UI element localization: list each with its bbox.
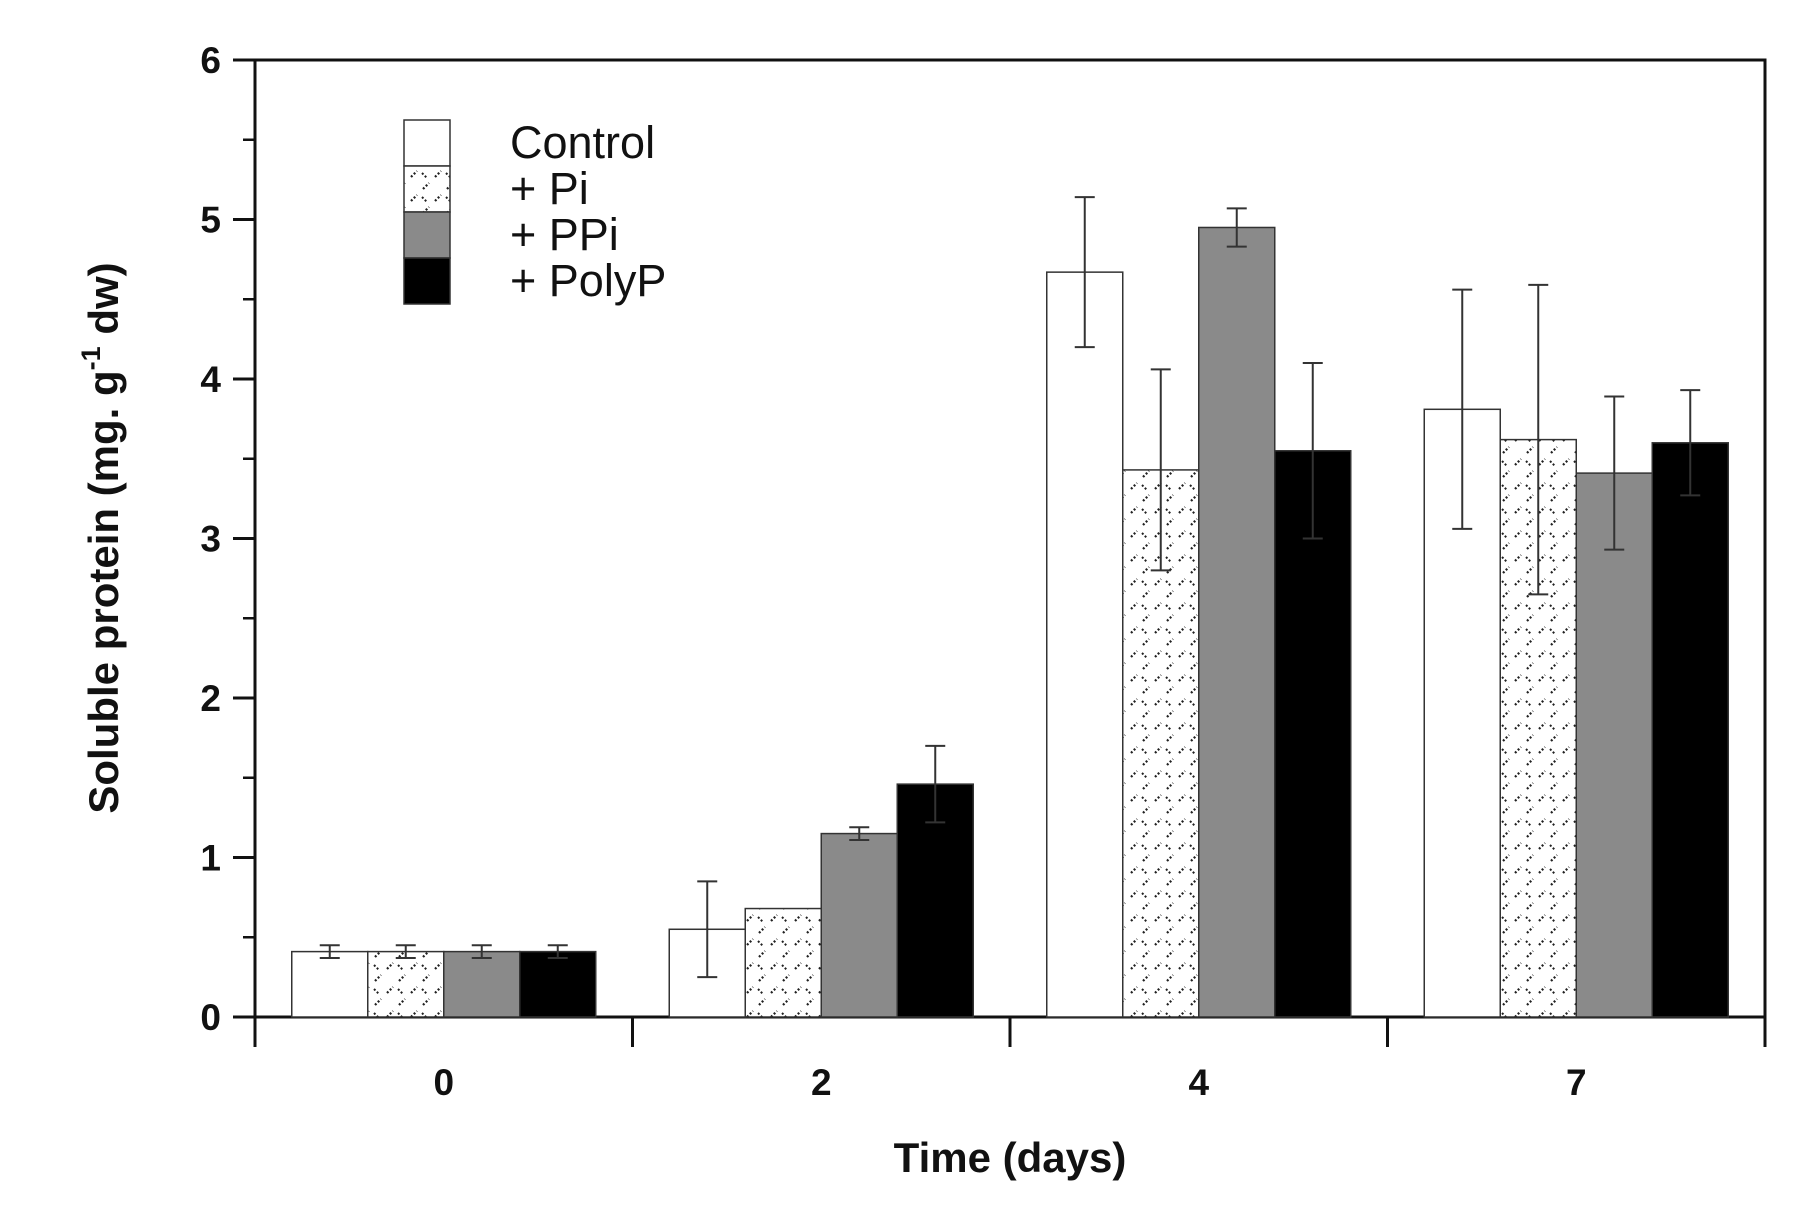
legend-swatch bbox=[403, 165, 451, 213]
bar bbox=[744, 907, 822, 1018]
legend-label: + PolyP bbox=[510, 255, 666, 306]
bar bbox=[1046, 271, 1124, 1018]
bar bbox=[443, 950, 521, 1018]
x-tick-label: 2 bbox=[811, 1062, 832, 1103]
y-tick-label: 6 bbox=[200, 40, 221, 81]
legend-label: + Pi bbox=[510, 163, 589, 214]
error-bars bbox=[319, 196, 1701, 979]
legend-label: + PPi bbox=[510, 209, 619, 260]
bar bbox=[1423, 408, 1501, 1018]
y-tick-label: 2 bbox=[200, 678, 221, 719]
x-tick-label: 7 bbox=[1566, 1062, 1587, 1103]
x-tick-label: 4 bbox=[1188, 1062, 1209, 1103]
x-tick-label: 0 bbox=[433, 1062, 454, 1103]
legend-swatch bbox=[403, 257, 451, 305]
bar bbox=[1575, 472, 1653, 1018]
y-axis-title-end: dw) bbox=[80, 262, 127, 346]
bar bbox=[1274, 450, 1352, 1018]
y-tick-label: 0 bbox=[200, 997, 221, 1038]
legend-swatch bbox=[403, 119, 451, 167]
bars bbox=[291, 226, 1729, 1018]
legend-swatch bbox=[403, 211, 451, 259]
bar bbox=[820, 832, 898, 1018]
bar bbox=[1651, 442, 1729, 1018]
y-axis-title: Soluble protein (mg. g-1 dw) bbox=[76, 262, 127, 813]
y-tick-label: 1 bbox=[200, 838, 221, 879]
bar bbox=[519, 950, 597, 1018]
y-tick-label: 5 bbox=[200, 200, 221, 241]
bar bbox=[1198, 226, 1276, 1018]
y-tick-label: 4 bbox=[200, 359, 221, 400]
legend-label: Control bbox=[510, 117, 655, 168]
bar bbox=[291, 950, 369, 1018]
y-axis: 0 1 2 3 4 5 6 bbox=[200, 40, 255, 1038]
x-axis-title: Time (days) bbox=[894, 1134, 1127, 1181]
legend: Control+ Pi+ PPi+ PolyP bbox=[403, 117, 666, 306]
bar bbox=[367, 950, 445, 1018]
y-axis-title-superscript: -1 bbox=[76, 346, 106, 370]
y-axis-title-main: Soluble protein (mg. g bbox=[80, 370, 127, 813]
x-axis: 0 2 4 7 bbox=[253, 1017, 1767, 1103]
y-tick-label: 3 bbox=[200, 519, 221, 560]
